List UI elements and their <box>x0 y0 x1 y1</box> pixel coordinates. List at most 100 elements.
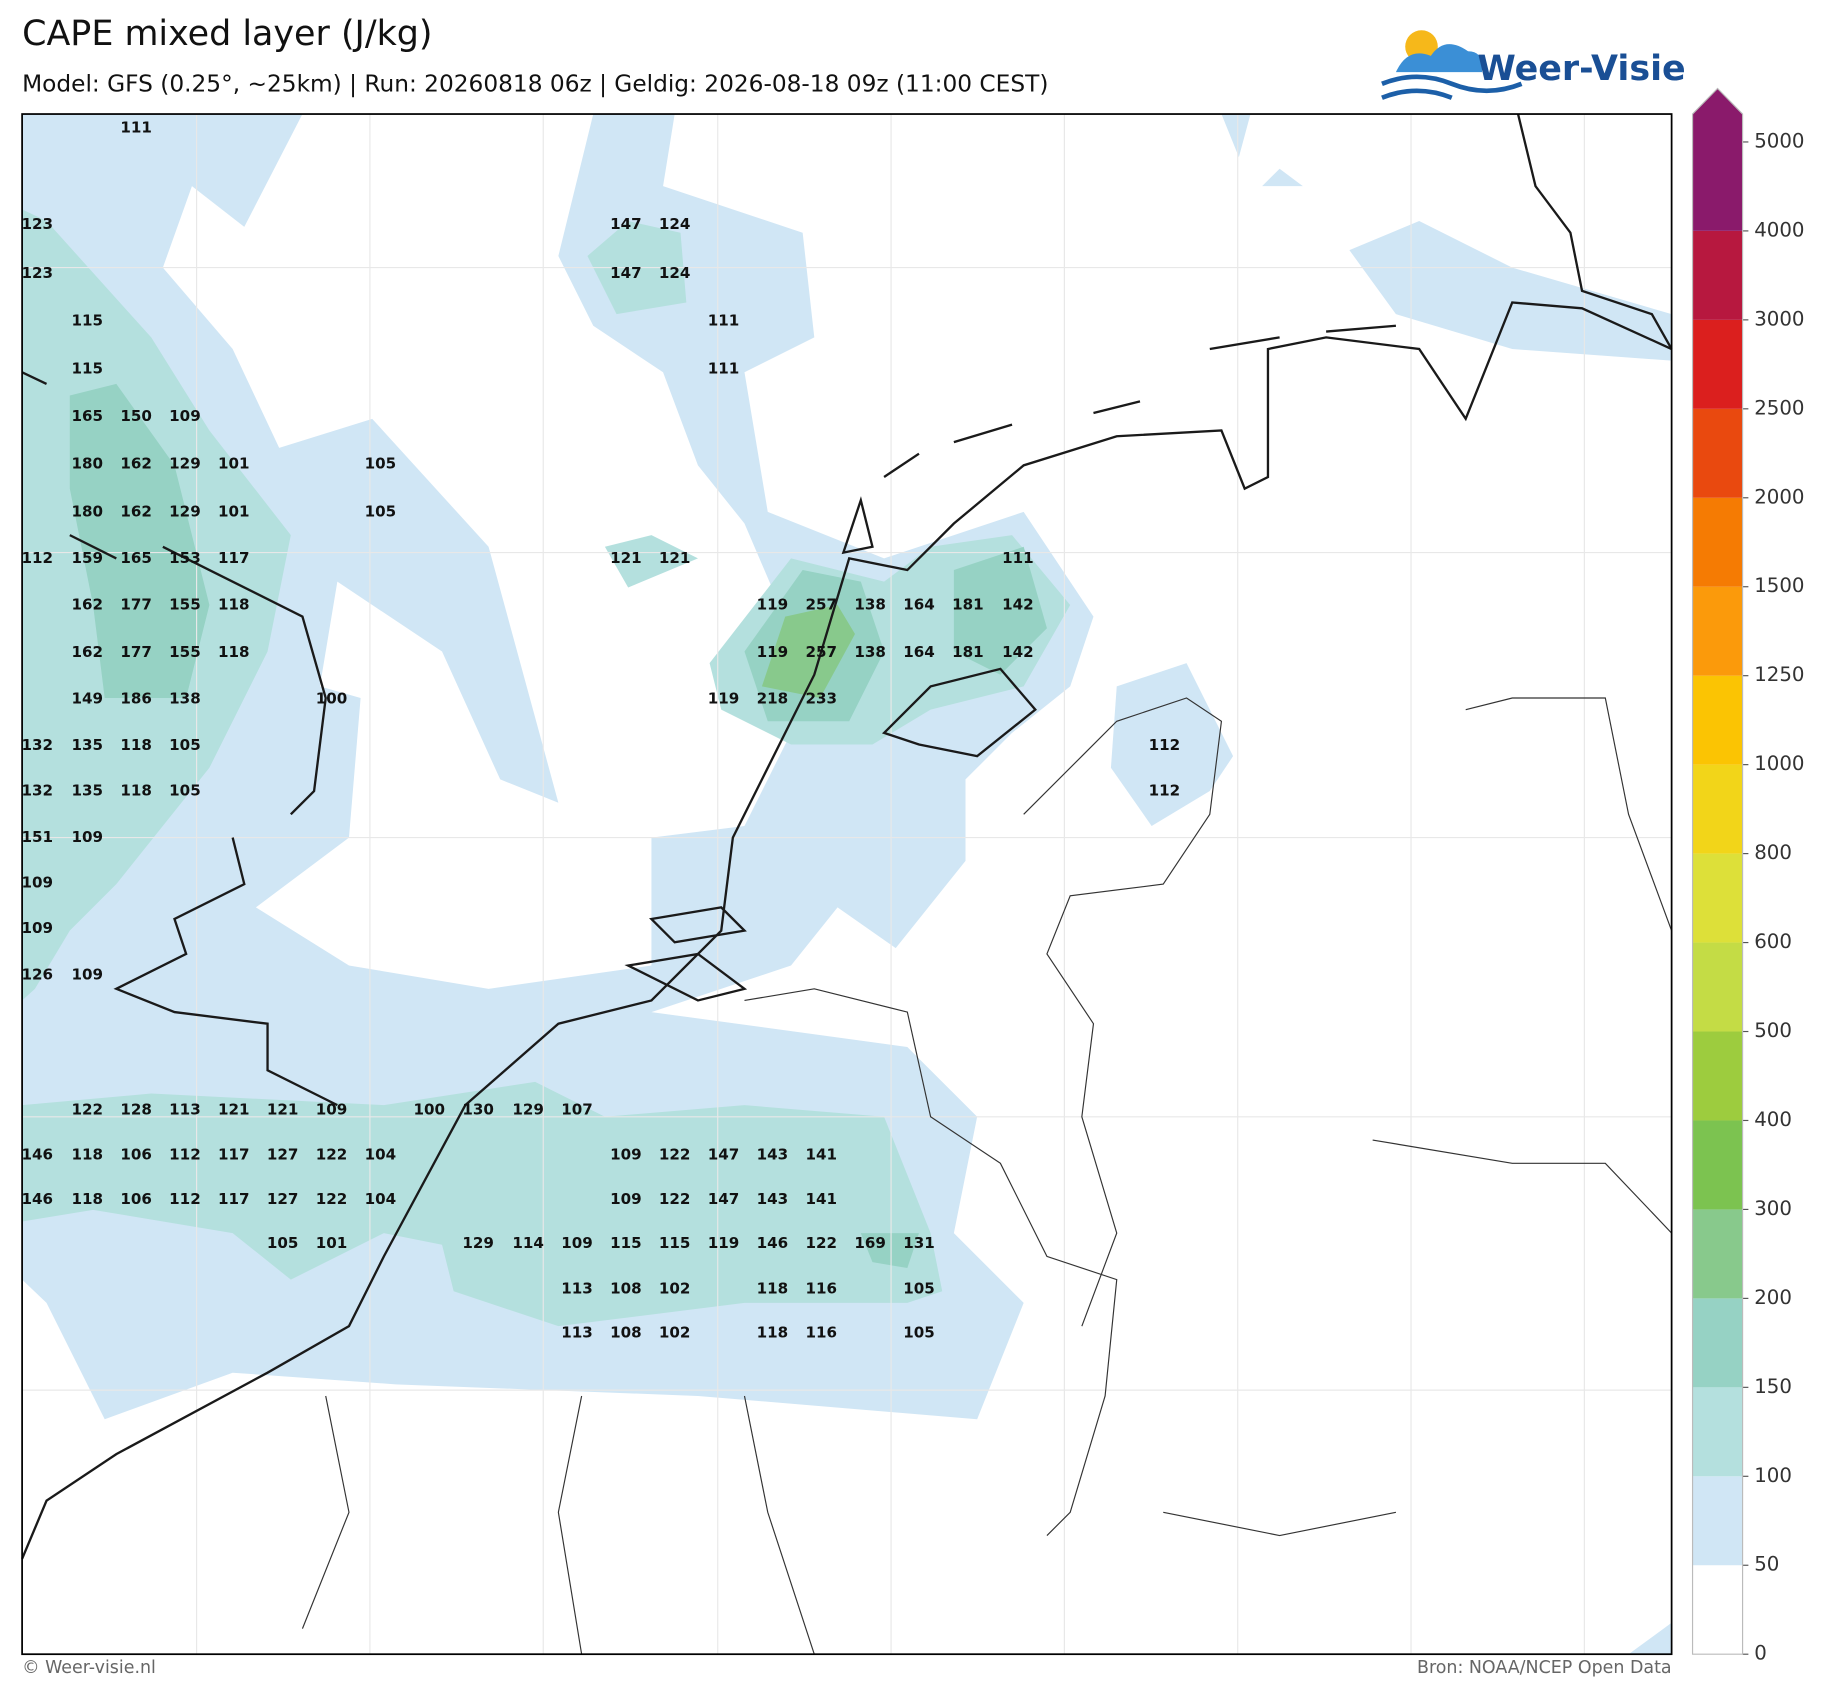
cape-value-label: 146 <box>21 1190 53 1208</box>
colorbar-tick-label: 200 <box>1754 1286 1792 1309</box>
footer-left: © Weer-visie.nl <box>22 1658 156 1678</box>
cape-value-label: 162 <box>120 502 152 520</box>
cape-value-label: 118 <box>71 1146 103 1164</box>
cape-value-label: 119 <box>708 690 740 708</box>
colorbar-tick-label: 150 <box>1754 1375 1792 1398</box>
cape-value-label: 155 <box>169 595 201 613</box>
cape-value-label: 114 <box>512 1234 544 1252</box>
cape-value-label: 104 <box>365 1146 397 1164</box>
cape-value-label: 119 <box>708 1234 740 1252</box>
cape-value-label: 257 <box>805 643 837 661</box>
colorbar-tick-label: 500 <box>1754 1019 1792 1042</box>
coastline <box>21 113 1673 1560</box>
cape-value-label: 118 <box>120 782 152 800</box>
colorbar-band <box>1692 1209 1743 1299</box>
cape-value-label: 109 <box>610 1190 642 1208</box>
cape-value-label: 109 <box>21 919 53 937</box>
cape-value-label: 138 <box>169 690 201 708</box>
cape-value-label: 218 <box>757 690 789 708</box>
cape-value-label: 112 <box>21 549 53 567</box>
cape-value-label: 146 <box>757 1234 789 1252</box>
cape-value-label: 131 <box>903 1234 935 1252</box>
cape-value-label: 180 <box>71 455 103 473</box>
cape-value-label: 164 <box>903 595 935 613</box>
cape-value-label: 104 <box>365 1190 397 1208</box>
cape-value-label: 147 <box>610 264 642 282</box>
colorbar-tick-label: 5000 <box>1754 129 1804 152</box>
cape-value-label: 150 <box>120 407 152 425</box>
cape-value-label: 165 <box>120 549 152 567</box>
cape-value-label: 129 <box>462 1234 494 1252</box>
cape-value-label: 109 <box>71 965 103 983</box>
cape-value-label: 119 <box>757 595 789 613</box>
cape-value-label: 138 <box>854 595 886 613</box>
colorbar-band <box>1692 586 1743 676</box>
colorbar-band <box>1692 853 1743 943</box>
cape-200 <box>761 604 855 698</box>
cape-value-label: 181 <box>952 595 984 613</box>
colorbar-tick-label: 50 <box>1754 1553 1779 1576</box>
cape-value-label: 100 <box>316 690 348 708</box>
colorbar-tick-label: 400 <box>1754 1108 1792 1131</box>
cape-value-label: 115 <box>610 1234 642 1252</box>
cape-value-label: 146 <box>21 1146 53 1164</box>
colorbar-band <box>1692 1031 1743 1121</box>
colorbar-band <box>1692 1565 1743 1655</box>
cape-value-label: 117 <box>218 549 250 567</box>
colorbar-outline <box>1691 87 1744 1655</box>
cape-value-label: 123 <box>21 264 53 282</box>
cape-value-label: 101 <box>316 1234 348 1252</box>
cape-value-label: 155 <box>169 643 201 661</box>
cape-value-label: 118 <box>120 736 152 754</box>
colorbar-tick-label: 1250 <box>1754 663 1804 686</box>
cape-value-label: 118 <box>757 1279 789 1297</box>
cape-value-label: 162 <box>120 455 152 473</box>
cape-value-label: 105 <box>365 455 397 473</box>
cape-value-label: 115 <box>71 359 103 377</box>
cape-value-label: 121 <box>267 1100 299 1118</box>
colorbar-band <box>1692 88 1743 231</box>
cape-value-label: 111 <box>120 119 152 137</box>
colorbar-band <box>1692 319 1743 409</box>
cape-value-label: 180 <box>71 502 103 520</box>
cape-value-label: 111 <box>708 359 740 377</box>
cape-value-label: 116 <box>805 1324 837 1342</box>
cape-value-label: 116 <box>805 1279 837 1297</box>
cape-value-label: 100 <box>413 1100 445 1118</box>
colorbar-band <box>1692 675 1743 765</box>
cape-value-label: 164 <box>903 643 935 661</box>
cape-value-label: 132 <box>21 782 53 800</box>
colorbar-band <box>1692 942 1743 1032</box>
map: 111 123 147 124 123 147 124 115 111 115 111 165 150 1… <box>21 113 1673 1656</box>
cape-value-label: 122 <box>659 1190 691 1208</box>
subtitle: Model: GFS (0.25°, ~25km) | Run: 2026081… <box>22 70 1048 97</box>
cape-value-label: 105 <box>365 502 397 520</box>
cape-value-label: 106 <box>120 1146 152 1164</box>
cape-value-label: 109 <box>169 407 201 425</box>
cape-value-label: 147 <box>610 215 642 233</box>
cape-value-label: 109 <box>71 828 103 846</box>
cape-value-label: 109 <box>610 1146 642 1164</box>
cape-value-label: 118 <box>218 595 250 613</box>
cape-value-label: 111 <box>1002 549 1034 567</box>
cape-value-label: 122 <box>659 1146 691 1164</box>
cape-value-label: 143 <box>757 1190 789 1208</box>
cape-value-label: 128 <box>120 1100 152 1118</box>
cape-value-label: 142 <box>1002 595 1034 613</box>
cape-value-label: 162 <box>71 643 103 661</box>
cape-value-label: 124 <box>659 215 691 233</box>
cape-value-label: 113 <box>169 1100 201 1118</box>
cape-value-label: 101 <box>218 455 250 473</box>
cape-value-label: 135 <box>71 736 103 754</box>
cape-value-label: 109 <box>561 1234 593 1252</box>
cape-value-label: 113 <box>561 1324 593 1342</box>
colorbar: 0 50 100 150 200 300 400 500 600 800 1000 1250 1500 2… <box>1691 87 1805 1665</box>
cape-value-label: 233 <box>805 690 837 708</box>
colorbar-tick-label: 1500 <box>1754 574 1804 597</box>
colorbar-tick-label: 0 <box>1754 1642 1767 1665</box>
cape-value-label: 141 <box>805 1146 837 1164</box>
cape-value-label: 118 <box>71 1190 103 1208</box>
cape-value-label: 143 <box>757 1146 789 1164</box>
cape-value-label: 115 <box>71 312 103 330</box>
cape-value-label: 169 <box>854 1234 886 1252</box>
